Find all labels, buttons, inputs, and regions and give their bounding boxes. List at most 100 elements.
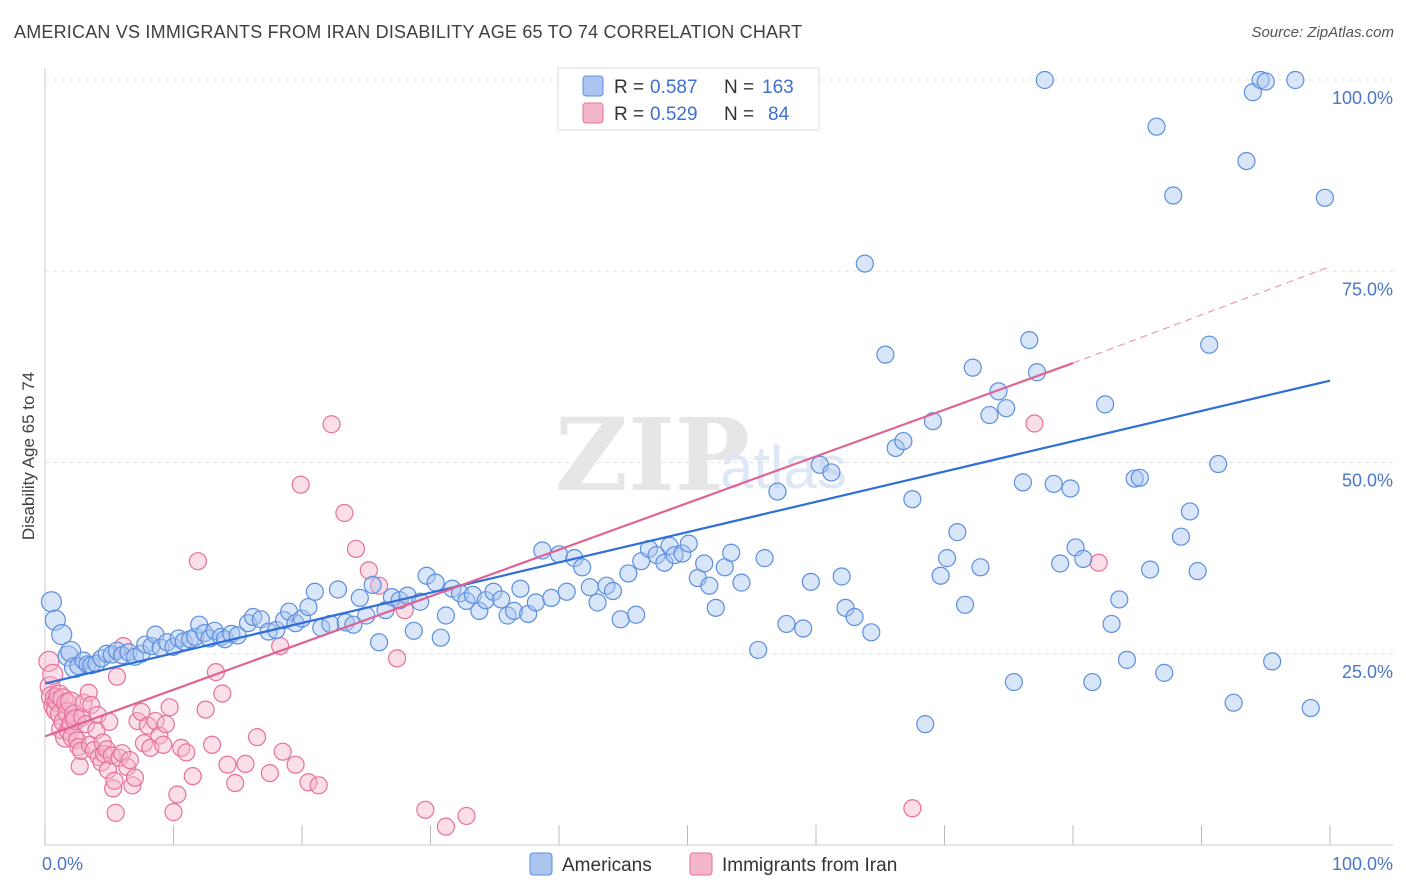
american-point (948, 523, 967, 542)
iran-point (65, 708, 87, 731)
iran-point (177, 743, 196, 762)
american-point (1180, 502, 1200, 521)
american-point (1164, 186, 1183, 205)
americans-trend-line (44, 379, 1331, 685)
iran-point (903, 799, 922, 818)
american-point (855, 254, 874, 273)
american-point (1117, 650, 1137, 669)
american-point (1061, 479, 1080, 498)
iran-point (457, 806, 476, 826)
american-point (768, 482, 787, 501)
bottom-legend: Americans Immigrants from Iran (529, 852, 897, 876)
iran-point (273, 742, 292, 761)
legend-r-label-iran: R = (614, 104, 644, 125)
american-point (1051, 554, 1070, 573)
chart-title: AMERICAN VS IMMIGRANTS FROM IRAN DISABIL… (14, 22, 803, 42)
iran-point (236, 754, 255, 774)
american-point (1125, 469, 1144, 488)
american-point (886, 438, 905, 458)
american-point (51, 624, 73, 646)
american-point (1171, 527, 1191, 546)
iran-point (107, 667, 127, 686)
legend-r-value-americans: 0.587 (650, 77, 698, 98)
iran-point (156, 715, 175, 734)
american-point (801, 572, 820, 591)
x-tick-label: 0.0% (42, 854, 83, 874)
american-point (989, 382, 1008, 401)
american-point (732, 573, 751, 592)
american-point (431, 628, 450, 647)
legend-n-label-iran: N = (724, 104, 754, 125)
american-point (1155, 663, 1174, 682)
american-point (862, 623, 881, 642)
axes (44, 68, 1393, 846)
iran-trend-extension (1072, 266, 1331, 364)
american-point (484, 582, 503, 601)
american-point (557, 582, 576, 601)
american-point (673, 544, 692, 563)
legend-swatch-iran (582, 102, 604, 124)
iran-point (164, 803, 183, 822)
american-point (492, 590, 511, 609)
iran-point (168, 785, 187, 804)
american-point (647, 545, 666, 565)
american-point (498, 606, 517, 625)
iran-point (183, 767, 202, 786)
american-point (299, 597, 318, 617)
american-point (1096, 395, 1115, 414)
iran-point (106, 803, 125, 822)
american-point (1035, 70, 1054, 90)
american-point (350, 588, 369, 608)
bottom-legend-swatch-americans (529, 852, 553, 876)
iran-point (154, 735, 173, 754)
american-point (626, 605, 646, 624)
iran-point (213, 684, 232, 703)
american-point (142, 636, 161, 656)
iran-point (416, 800, 435, 819)
american-point (695, 554, 714, 573)
american-point (1130, 468, 1149, 487)
iran-point (104, 779, 123, 798)
american-point (655, 553, 674, 572)
iran-point (387, 649, 407, 668)
american-point (755, 549, 774, 568)
y-axis-label: Disability Age 65 to 74 (19, 372, 38, 540)
legend-swatch-americans (582, 75, 604, 97)
american-point (370, 633, 389, 652)
iran-point (335, 503, 354, 523)
iran-point (346, 539, 366, 559)
american-point (832, 567, 851, 586)
iran-point (82, 695, 101, 715)
american-point (706, 598, 725, 617)
iran-point (71, 741, 91, 761)
american-point (573, 558, 592, 577)
american-point (1140, 560, 1160, 579)
iran-point (226, 773, 245, 793)
iran-point (160, 698, 179, 717)
american-point (1286, 70, 1305, 90)
american-point (588, 593, 607, 612)
iran-points (38, 414, 1108, 836)
american-point (542, 588, 561, 608)
american-point (1200, 335, 1219, 354)
american-point (1301, 698, 1320, 718)
american-point (363, 575, 382, 595)
american-point (504, 601, 524, 621)
american-point (894, 431, 913, 451)
iran-point (150, 726, 169, 745)
american-point (470, 601, 489, 621)
american-point (619, 564, 638, 583)
american-point (903, 490, 922, 509)
american-point (132, 644, 151, 663)
american-point (1209, 454, 1228, 474)
iran-point (38, 650, 60, 673)
y-tick-label: 100.0% (1332, 88, 1393, 108)
iran-point (105, 771, 124, 790)
iran-point (1089, 553, 1108, 572)
iran-point (436, 817, 456, 836)
american-point (722, 543, 741, 562)
american-point (417, 566, 436, 585)
american-point (749, 640, 768, 660)
iran-point (134, 734, 154, 753)
